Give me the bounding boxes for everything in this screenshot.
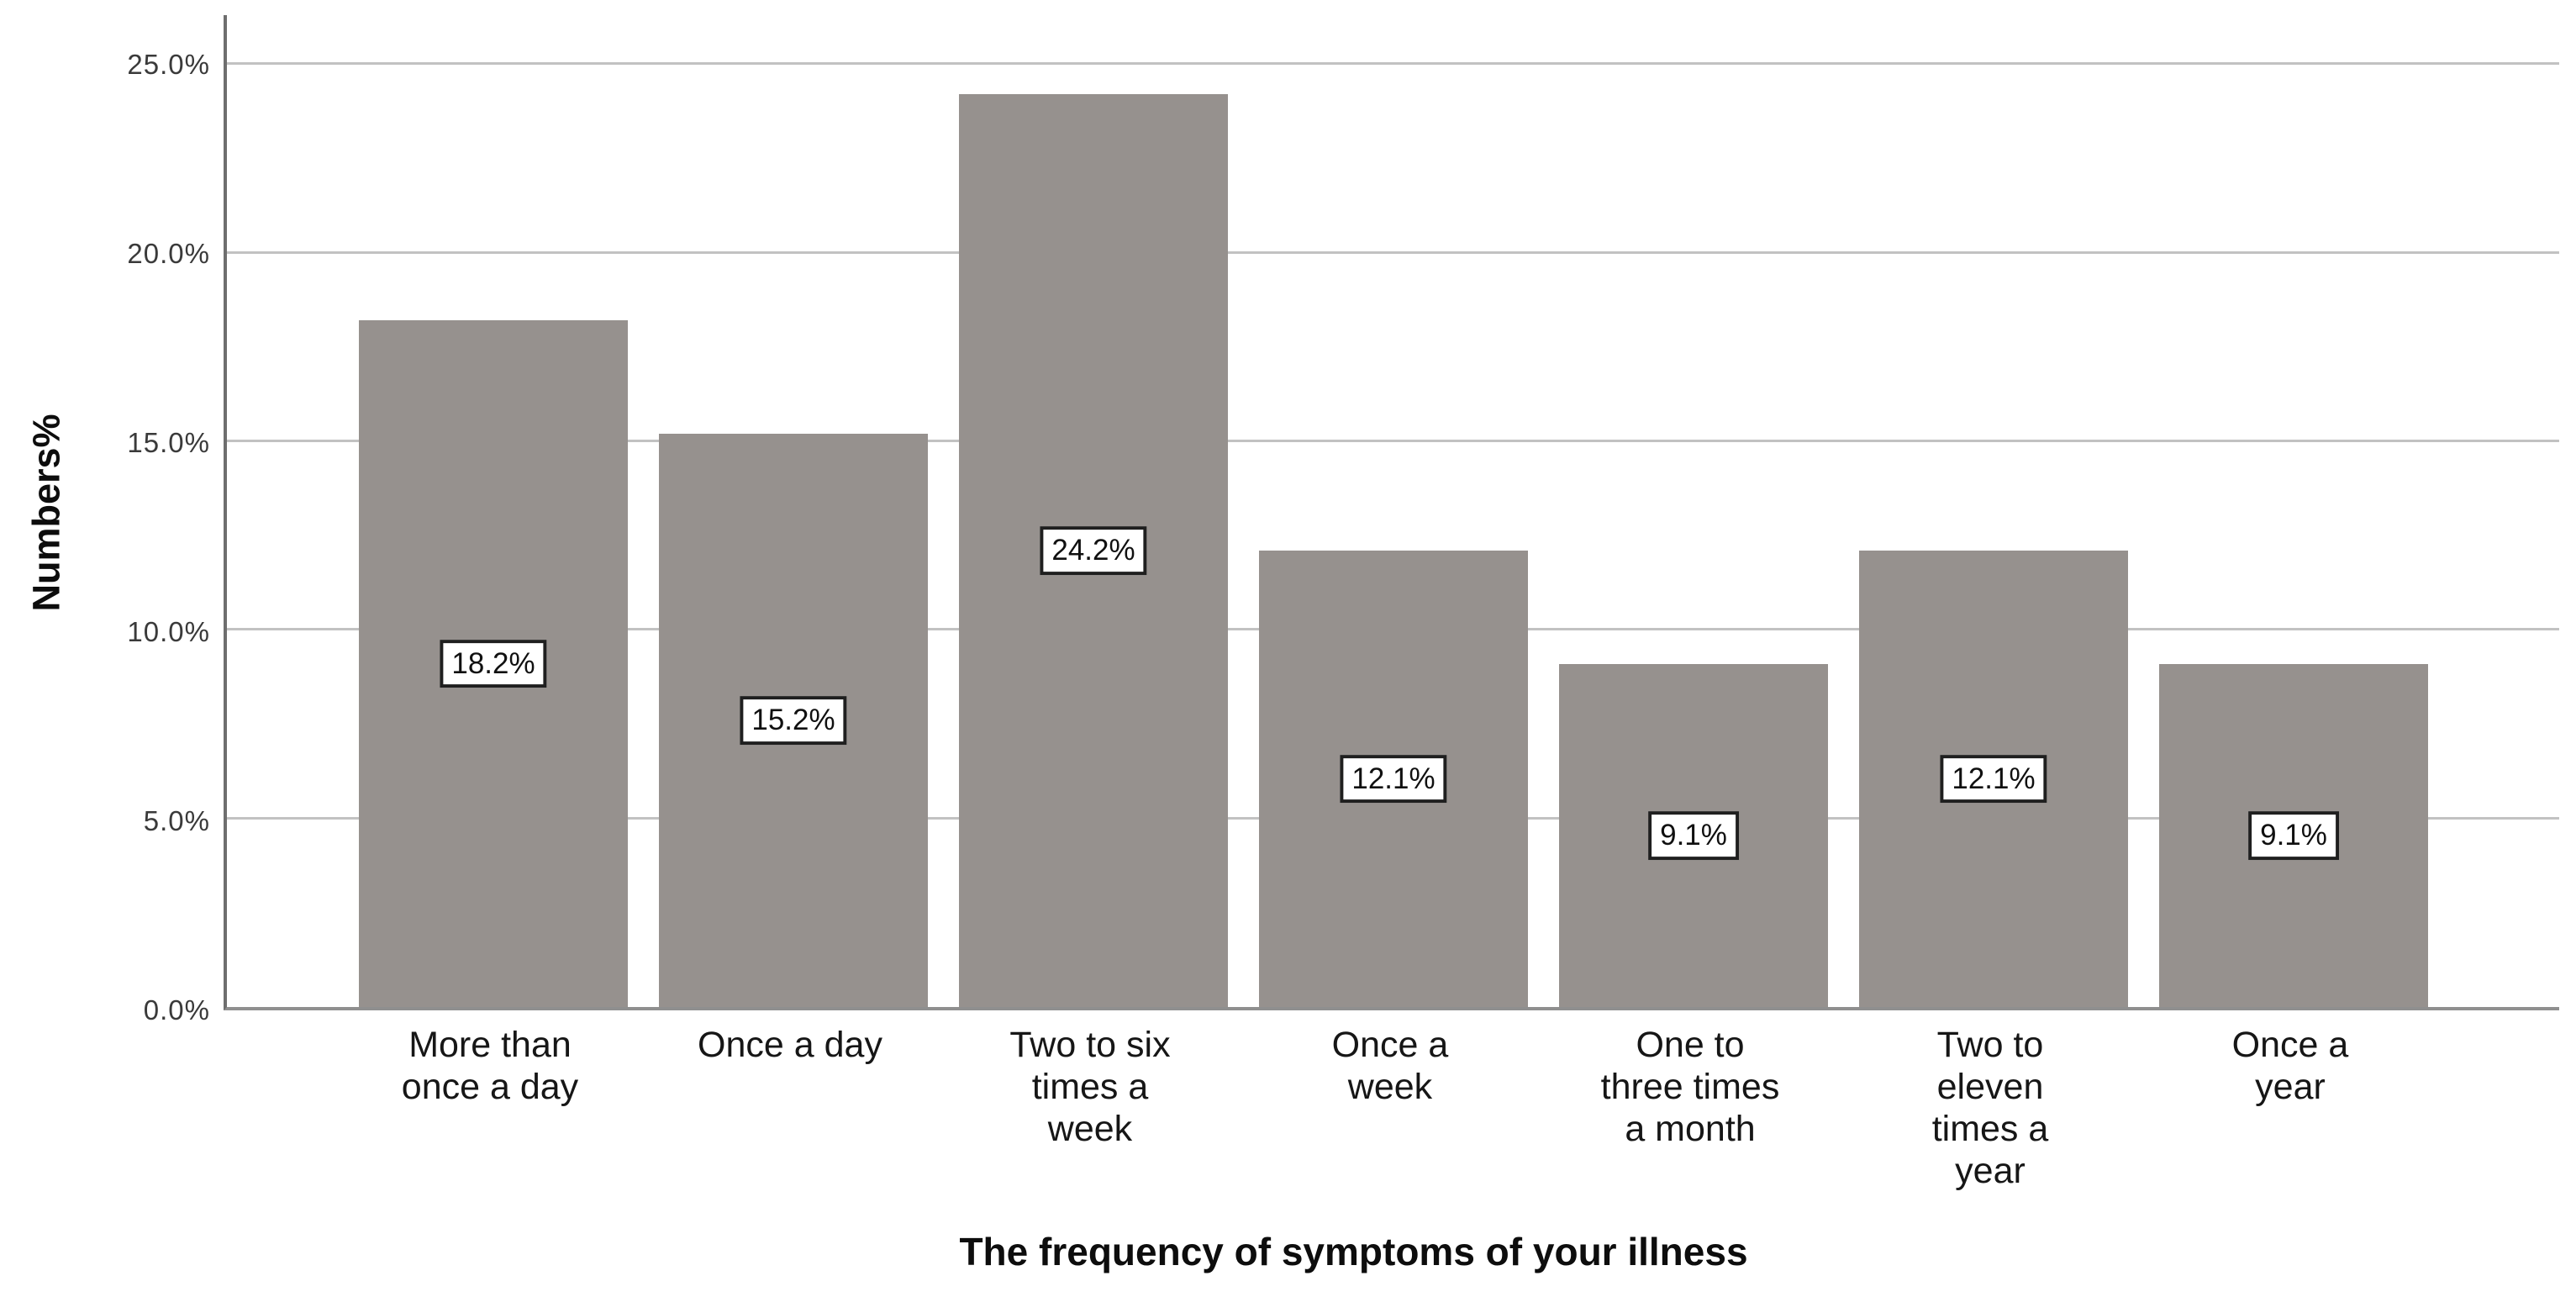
bar-value-label: 12.1% <box>1340 754 1447 804</box>
y-tick-label: 25.0% <box>127 48 210 80</box>
y-tick-label: 10.0% <box>127 615 210 647</box>
bar: 24.2% <box>959 94 1228 1007</box>
y-tick-label: 0.0% <box>143 994 210 1025</box>
gridline <box>227 62 2559 66</box>
bar-value-label: 9.1% <box>2248 810 2339 860</box>
y-tick-label: 20.0% <box>127 237 210 269</box>
y-tick-label: 15.0% <box>127 426 210 458</box>
bar: 9.1% <box>2159 663 2428 1007</box>
gridline <box>227 250 2559 254</box>
x-category-label: Once a day <box>698 1025 882 1065</box>
bar-value-label: 18.2% <box>440 639 547 688</box>
x-category-labels: More than once a day Once a day Two to six… <box>224 1024 2559 1192</box>
plot-area: 18.2% 15.2% 24.2% 12.1% 9.1% 12.1% 9.1% <box>224 15 2559 1010</box>
y-tick-label: 5.0% <box>143 804 210 836</box>
x-category-label: Two to six times a week <box>1009 1025 1171 1149</box>
bars-container: 18.2% 15.2% 24.2% 12.1% 9.1% 12.1% 9.1% <box>359 15 2428 1007</box>
x-category-label: One to three times a month <box>1600 1025 1780 1149</box>
bar: 18.2% <box>359 320 628 1007</box>
bar-value-label: 24.2% <box>1040 526 1147 575</box>
gridline <box>227 440 2559 442</box>
x-category-label: Once a week <box>1331 1025 1449 1107</box>
x-category-label: Two to eleven times a year <box>1931 1025 2049 1191</box>
x-axis-title: The frequency of symptoms of your illnes… <box>959 1230 1748 1273</box>
bar-value-label: 15.2% <box>740 696 847 745</box>
bar: 12.1% <box>1859 551 2128 1007</box>
bar: 9.1% <box>1559 663 1828 1007</box>
x-category-label: More than once a day <box>401 1025 579 1107</box>
x-category-label: Once a year <box>2231 1025 2349 1107</box>
bar-value-label: 12.1% <box>1940 754 2047 804</box>
bar: 12.1% <box>1259 551 1528 1007</box>
bar-value-label: 9.1% <box>1648 810 1739 860</box>
bar: 15.2% <box>659 434 928 1007</box>
y-axis-tick-labels: 0.0% 5.0% 10.0% 15.0% 20.0% 25.0% <box>0 15 210 1025</box>
